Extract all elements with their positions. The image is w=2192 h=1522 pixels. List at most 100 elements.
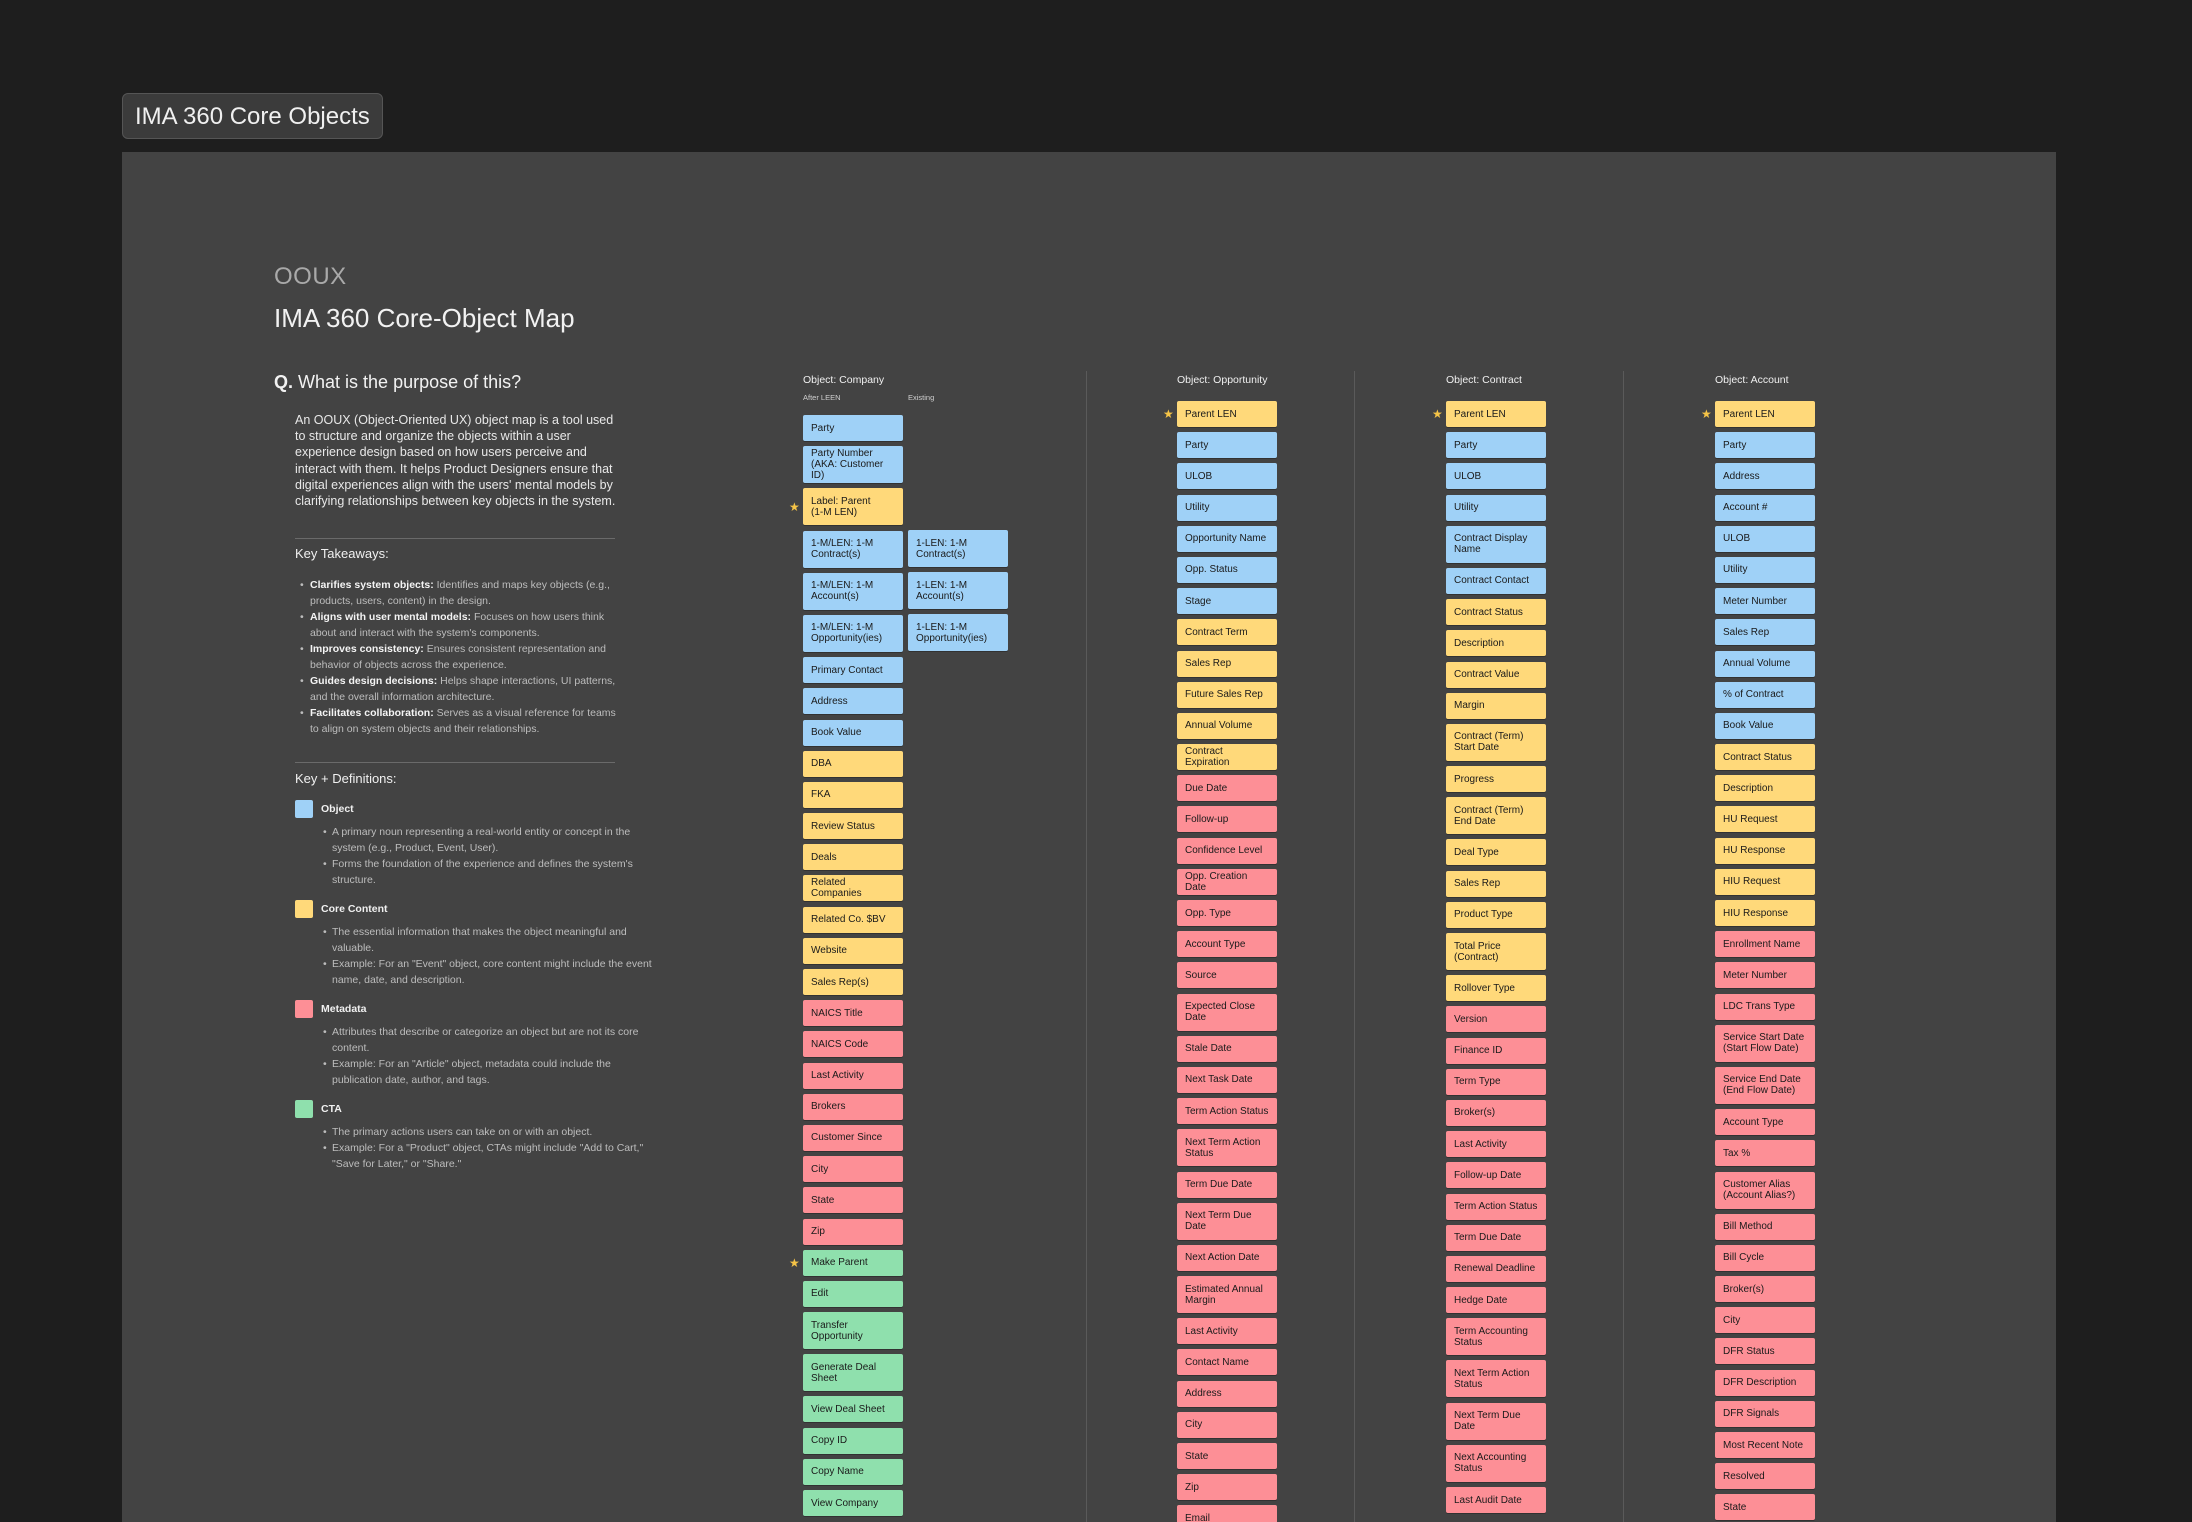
core-content-sticky[interactable]: Sales Rep(s) [803,969,903,995]
metadata-sticky[interactable]: Expected Close Date [1177,993,1277,1031]
object-sticky[interactable]: Primary Contact [803,657,903,684]
metadata-sticky[interactable]: DFR Description [1715,1369,1815,1396]
metadata-sticky[interactable]: Service End Date (End Flow Date) [1715,1066,1815,1104]
metadata-sticky[interactable]: Next Term Action Status [1446,1360,1546,1398]
metadata-sticky[interactable]: Last Audit Date [1446,1487,1546,1513]
core-content-sticky[interactable]: ★ Parent LEN [1163,401,1277,427]
metadata-sticky[interactable]: Customer Since [803,1124,903,1151]
core-content-sticky[interactable]: Sales Rep [1177,650,1277,677]
cta-sticky[interactable]: View Deal Sheet [803,1396,903,1423]
metadata-sticky[interactable]: Term Due Date [1446,1224,1546,1251]
metadata-sticky[interactable]: Next Term Due Date [1177,1202,1277,1240]
object-sticky[interactable]: 1-M/LEN: 1-M Opportunity(ies) [803,614,903,652]
core-content-sticky[interactable]: Total Price (Contract) [1446,933,1546,970]
metadata-sticky[interactable]: Broker(s) [1715,1276,1815,1303]
object-sticky[interactable]: Party [1446,432,1546,459]
metadata-sticky[interactable]: Next Term Due Date [1446,1402,1546,1440]
core-content-sticky[interactable]: HIU Response [1715,900,1815,926]
metadata-sticky[interactable]: Follow-up [1177,806,1277,833]
core-content-sticky[interactable]: Related Companies [803,875,903,902]
cta-sticky[interactable]: View Company [803,1490,903,1516]
metadata-sticky[interactable]: Contact Name [1177,1349,1277,1376]
metadata-sticky[interactable]: City [1177,1411,1277,1438]
object-sticky[interactable]: Stage [1177,588,1277,615]
metadata-sticky[interactable]: Service Start Date (Start Flow Date) [1715,1024,1815,1062]
core-content-sticky[interactable]: FKA [803,781,903,808]
metadata-sticky[interactable]: Email [1177,1505,1277,1522]
metadata-sticky[interactable]: Most Recent Note [1715,1432,1815,1458]
core-content-sticky[interactable]: Deal Type [1446,839,1546,866]
metadata-sticky[interactable]: State [803,1187,903,1214]
metadata-sticky[interactable]: Hedge Date [1446,1287,1546,1314]
object-sticky[interactable]: 1-M/LEN: 1-M Contract(s) [803,530,903,568]
core-content-sticky[interactable]: ★ Parent LEN [1432,401,1546,427]
object-sticky[interactable]: Contract Contact [1446,567,1546,594]
metadata-sticky[interactable]: Opp. Type [1177,900,1277,926]
object-sticky[interactable]: Opp. Status [1177,556,1277,583]
object-sticky[interactable]: Opportunity Name [1177,525,1277,552]
object-sticky[interactable]: Sales Rep [1715,619,1815,646]
object-sticky[interactable]: Contract Display Name [1446,525,1546,563]
object-sticky[interactable]: ULOB [1715,525,1815,552]
core-content-sticky[interactable]: HU Request [1715,806,1815,833]
cta-sticky[interactable]: Edit [803,1280,903,1307]
cta-sticky[interactable]: ★ Make Parent [789,1249,903,1276]
metadata-sticky[interactable]: Term Action Status [1446,1193,1546,1220]
core-content-sticky[interactable]: Related Co. $BV [803,906,903,933]
object-sticky[interactable]: Utility [1177,494,1277,521]
metadata-sticky[interactable]: Meter Number [1715,962,1815,989]
object-sticky[interactable]: Book Value [803,719,903,746]
core-content-sticky[interactable]: Contract Value [1446,661,1546,688]
metadata-sticky[interactable]: Last Activity [1446,1131,1546,1158]
object-sticky[interactable]: ULOB [1446,463,1546,490]
core-content-sticky[interactable]: Progress [1446,766,1546,793]
object-sticky[interactable]: Utility [1715,556,1815,583]
metadata-sticky[interactable]: Finance ID [1446,1037,1546,1064]
object-sticky[interactable]: Party Number (AKA: Customer ID) [803,446,903,484]
cta-sticky[interactable]: Copy ID [803,1427,903,1454]
metadata-sticky[interactable]: Renewal Deadline [1446,1255,1546,1282]
core-content-sticky[interactable]: Deals [803,844,903,871]
metadata-sticky[interactable]: Customer Alias (Account Alias?) [1715,1171,1815,1209]
metadata-sticky[interactable]: Due Date [1177,775,1277,802]
object-sticky[interactable]: Party [803,415,903,441]
metadata-sticky[interactable]: Broker(s) [1446,1099,1546,1126]
metadata-sticky[interactable]: Estimated Annual Margin [1177,1276,1277,1314]
metadata-sticky[interactable]: Stale Date [1177,1035,1277,1062]
metadata-sticky[interactable]: Opp. Creation Date [1177,868,1277,895]
metadata-sticky[interactable]: Term Action Status [1177,1098,1277,1125]
object-sticky[interactable]: Account # [1715,494,1815,521]
metadata-sticky[interactable]: LDC Trans Type [1715,993,1815,1020]
metadata-sticky[interactable]: NAICS Title [803,1000,903,1027]
core-content-sticky[interactable]: Contract Expiration [1177,744,1277,771]
object-sticky[interactable]: Book Value [1715,712,1815,739]
metadata-sticky[interactable]: Next Term Action Status [1177,1129,1277,1167]
core-content-sticky[interactable]: Contract (Term) Start Date [1446,723,1546,761]
metadata-sticky[interactable]: DFR Status [1715,1338,1815,1365]
object-sticky[interactable]: Address [1715,463,1815,490]
metadata-sticky[interactable]: Source [1177,962,1277,989]
metadata-sticky[interactable]: City [1715,1307,1815,1334]
object-sticky[interactable]: 1-LEN: 1-M Contract(s) [908,530,1008,567]
core-content-sticky[interactable]: Description [1446,630,1546,657]
metadata-sticky[interactable]: NAICS Code [803,1031,903,1058]
metadata-sticky[interactable]: Last Activity [803,1062,903,1089]
cta-sticky[interactable]: Generate Deal Sheet [803,1354,903,1392]
object-sticky[interactable]: % of Contract [1715,681,1815,708]
object-sticky[interactable]: Meter Number [1715,588,1815,615]
core-content-sticky[interactable]: Description [1715,775,1815,802]
metadata-sticky[interactable]: Enrollment Name [1715,931,1815,958]
object-sticky[interactable]: Party [1715,432,1815,459]
metadata-sticky[interactable]: State [1715,1494,1815,1521]
metadata-sticky[interactable]: Next Accounting Status [1446,1444,1546,1482]
core-content-sticky[interactable]: Contract Status [1715,744,1815,771]
core-content-sticky[interactable]: ★ Parent LEN [1701,401,1815,427]
metadata-sticky[interactable]: Term Due Date [1177,1171,1277,1198]
metadata-sticky[interactable]: Bill Cycle [1715,1244,1815,1271]
frame-title-label[interactable]: IMA 360 Core Objects [122,93,383,139]
core-content-sticky[interactable]: Rollover Type [1446,975,1546,1002]
metadata-sticky[interactable]: Term Accounting Status [1446,1318,1546,1356]
core-content-sticky[interactable]: Future Sales Rep [1177,681,1277,708]
core-content-sticky[interactable]: DBA [803,750,903,777]
metadata-sticky[interactable]: Zip [803,1218,903,1245]
